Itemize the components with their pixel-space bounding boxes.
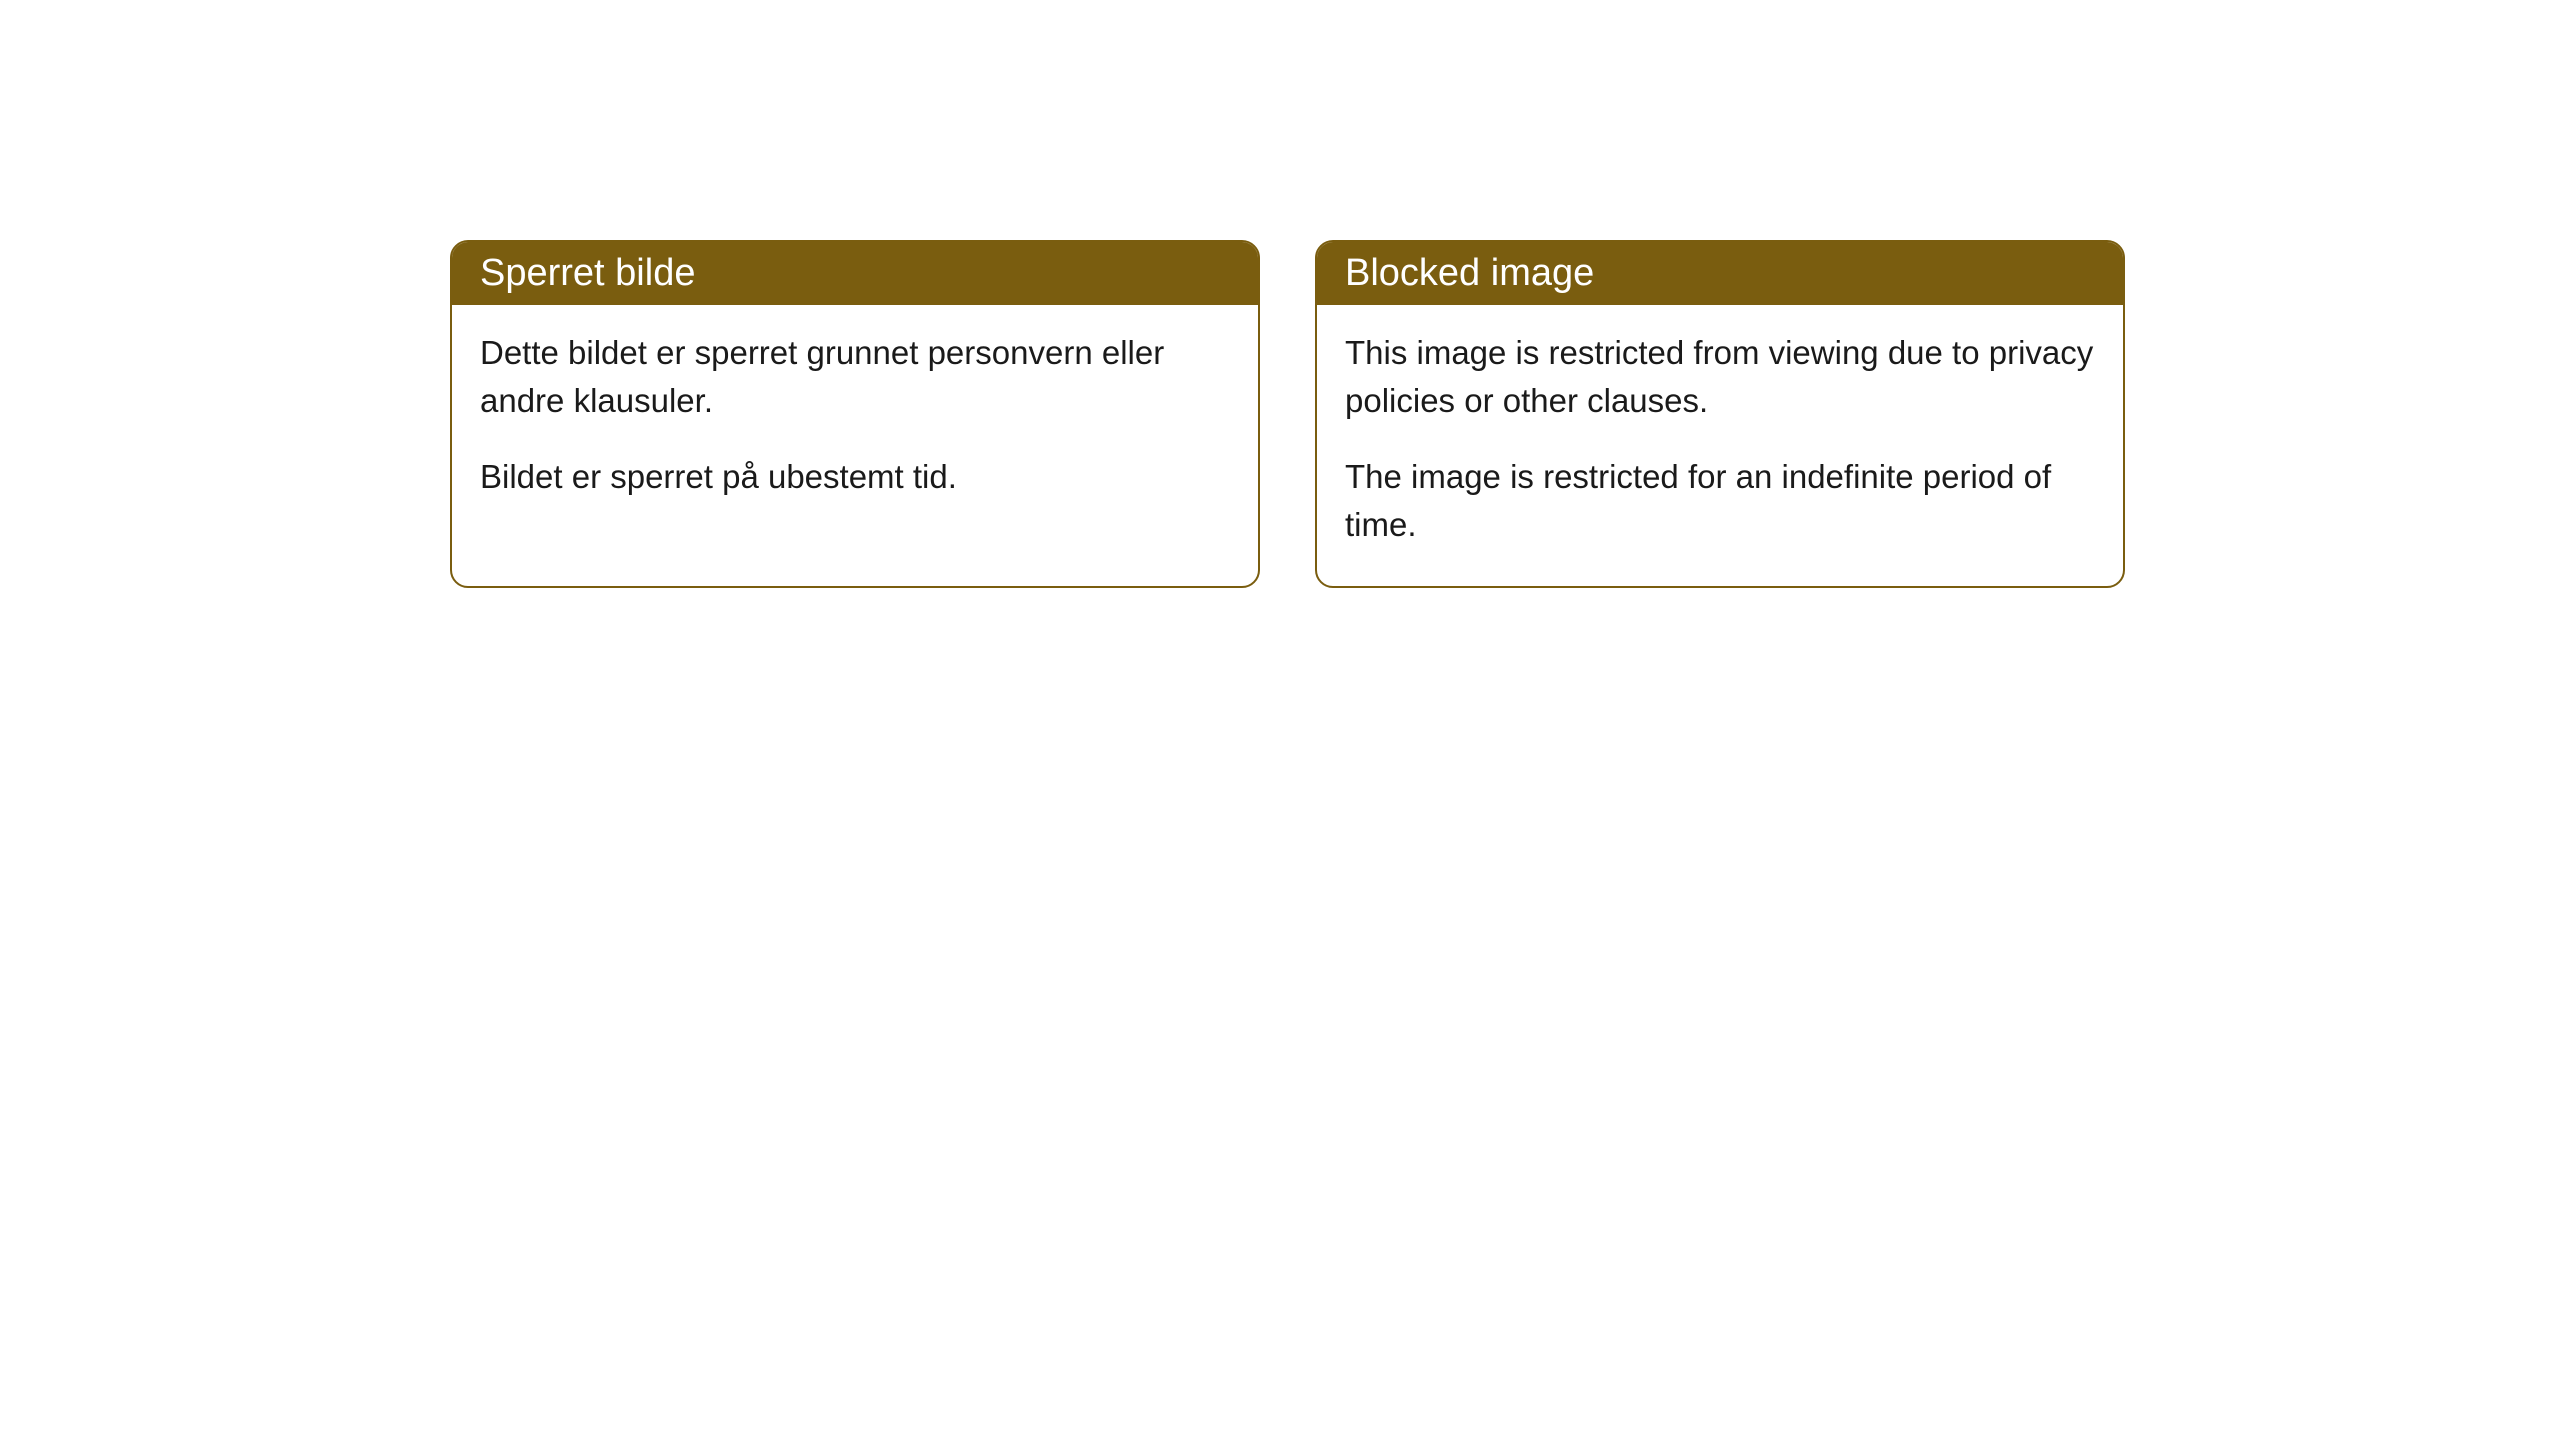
card-body-norwegian: Dette bildet er sperret grunnet personve…: [452, 305, 1258, 539]
card-paragraph-1-english: This image is restricted from viewing du…: [1345, 329, 2095, 425]
card-title-norwegian: Sperret bilde: [480, 252, 695, 294]
card-header-norwegian: Sperret bilde: [452, 242, 1258, 305]
card-english: Blocked image This image is restricted f…: [1315, 240, 2125, 588]
card-paragraph-2-norwegian: Bildet er sperret på ubestemt tid.: [480, 453, 1230, 501]
card-title-english: Blocked image: [1345, 252, 1594, 294]
card-paragraph-1-norwegian: Dette bildet er sperret grunnet personve…: [480, 329, 1230, 425]
card-norwegian: Sperret bilde Dette bildet er sperret gr…: [450, 240, 1260, 588]
card-body-english: This image is restricted from viewing du…: [1317, 305, 2123, 586]
card-header-english: Blocked image: [1317, 242, 2123, 305]
card-paragraph-2-english: The image is restricted for an indefinit…: [1345, 453, 2095, 549]
cards-container: Sperret bilde Dette bildet er sperret gr…: [450, 240, 2125, 588]
